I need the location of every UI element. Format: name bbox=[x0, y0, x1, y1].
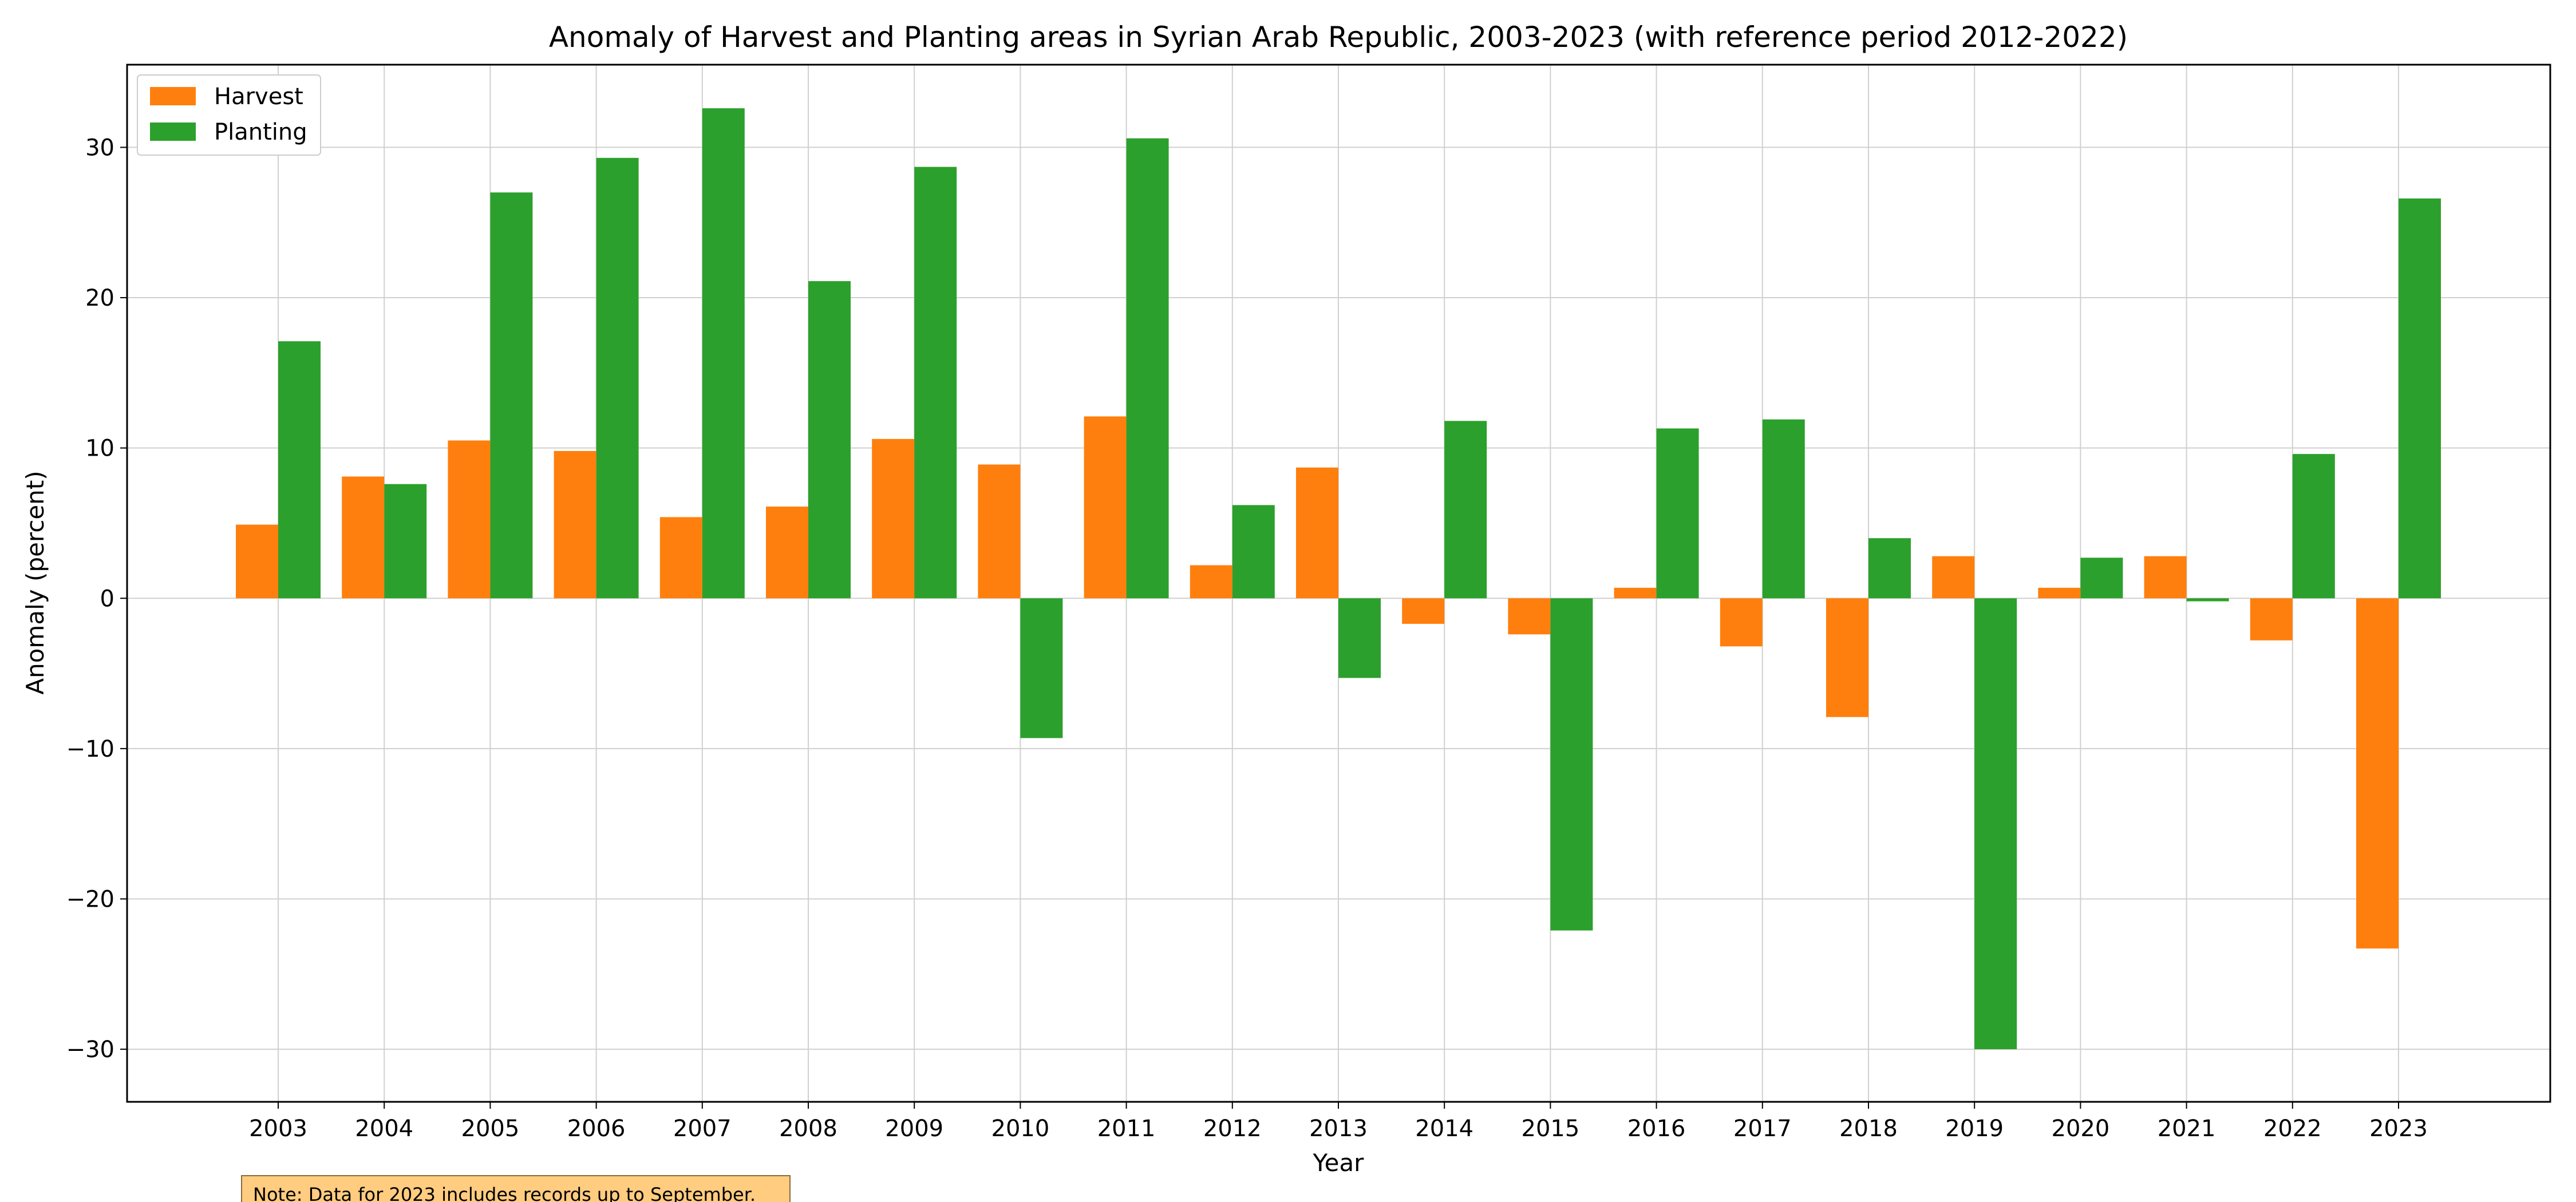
x-tick-label-2009: 2009 bbox=[885, 1116, 943, 1142]
x-tick-label-2006: 2006 bbox=[567, 1116, 626, 1142]
bar-planting-2008 bbox=[808, 281, 851, 599]
bar-planting-2021 bbox=[2186, 598, 2229, 602]
legend-label-planting: Planting bbox=[214, 119, 307, 145]
legend-swatch-planting bbox=[150, 122, 196, 141]
bar-harvest-2005 bbox=[448, 440, 491, 599]
bar-planting-2015 bbox=[1550, 598, 1593, 931]
bar-planting-2004 bbox=[384, 484, 427, 599]
y-tick-label: 10 bbox=[85, 436, 114, 462]
x-axis-label: Year bbox=[1313, 1149, 1365, 1177]
x-tick-label-2021: 2021 bbox=[2158, 1116, 2216, 1142]
x-tick-label-2016: 2016 bbox=[1627, 1116, 1686, 1142]
bar-harvest-2010 bbox=[978, 464, 1021, 599]
legend: Harvest Planting bbox=[137, 74, 321, 156]
bar-harvest-2006 bbox=[554, 450, 596, 599]
legend-label-harvest: Harvest bbox=[214, 84, 303, 110]
bar-harvest-2019 bbox=[1932, 556, 1975, 599]
x-tick-label-2017: 2017 bbox=[1733, 1116, 1792, 1142]
x-tick-label-2007: 2007 bbox=[673, 1116, 732, 1142]
x-tick-label-2011: 2011 bbox=[1097, 1116, 1156, 1142]
x-tick-label-2008: 2008 bbox=[779, 1116, 837, 1142]
bar-harvest-2004 bbox=[342, 476, 385, 599]
bar-planting-2014 bbox=[1444, 421, 1487, 599]
bar-planting-2018 bbox=[1868, 538, 1911, 599]
y-axis-label: Anomaly (percent) bbox=[21, 470, 49, 694]
note-text: Note: Data for 2023 includes records up … bbox=[253, 1184, 756, 1202]
bar-planting-2011 bbox=[1126, 138, 1169, 599]
bar-planting-2007 bbox=[702, 108, 745, 599]
x-tick-label-2004: 2004 bbox=[355, 1116, 413, 1142]
y-tick-label: 30 bbox=[85, 135, 114, 161]
bar-harvest-2008 bbox=[766, 507, 808, 599]
x-tick-label-2020: 2020 bbox=[2052, 1116, 2110, 1142]
bar-planting-2019 bbox=[1974, 598, 2017, 1050]
bar-harvest-2013 bbox=[1296, 467, 1338, 599]
bar-planting-2006 bbox=[596, 157, 639, 599]
note-background bbox=[241, 1175, 791, 1202]
x-tick-label-2003: 2003 bbox=[249, 1116, 307, 1142]
bar-planting-2003 bbox=[278, 341, 321, 599]
bars-layer bbox=[236, 108, 2441, 1050]
bar-planting-2012 bbox=[1232, 505, 1275, 599]
y-tick-label: −20 bbox=[66, 886, 114, 912]
bar-harvest-2015 bbox=[1508, 598, 1551, 635]
x-tick-label-2005: 2005 bbox=[461, 1116, 520, 1142]
bar-harvest-2011 bbox=[1084, 416, 1127, 599]
x-tick-label-2019: 2019 bbox=[1945, 1116, 2004, 1142]
bar-planting-2009 bbox=[914, 167, 957, 599]
ticks-layer: −30 −20 −10 0 10 20 30 2003 2004 2005 2006 2007 2008… bbox=[66, 135, 2428, 1142]
y-tick-label: 20 bbox=[85, 285, 114, 311]
bar-harvest-2014 bbox=[1402, 598, 1445, 624]
bar-planting-2016 bbox=[1656, 428, 1699, 599]
bar-planting-2010 bbox=[1020, 598, 1063, 738]
bar-harvest-2007 bbox=[659, 517, 702, 599]
bar-harvest-2018 bbox=[1826, 598, 1868, 717]
x-tick-label-2013: 2013 bbox=[1309, 1116, 1368, 1142]
note-box: Note: Data for 2023 includes records up … bbox=[241, 1175, 791, 1202]
bar-harvest-2016 bbox=[1614, 587, 1657, 599]
bar-harvest-2022 bbox=[2250, 598, 2293, 640]
bar-planting-2023 bbox=[2399, 198, 2441, 599]
bar-harvest-2020 bbox=[2038, 587, 2081, 599]
bar-harvest-2003 bbox=[236, 524, 278, 599]
bar-harvest-2021 bbox=[2144, 556, 2187, 599]
x-tick-label-2018: 2018 bbox=[1839, 1116, 1898, 1142]
bar-planting-2017 bbox=[1762, 419, 1805, 599]
bar-harvest-2012 bbox=[1190, 565, 1232, 599]
y-tick-label: −10 bbox=[66, 736, 114, 762]
x-tick-label-2014: 2014 bbox=[1415, 1116, 1473, 1142]
y-tick-label: 0 bbox=[100, 586, 114, 612]
legend-swatch-harvest bbox=[150, 87, 196, 105]
x-tick-label-2010: 2010 bbox=[991, 1116, 1050, 1142]
x-tick-label-2012: 2012 bbox=[1203, 1116, 1262, 1142]
bar-harvest-2009 bbox=[872, 438, 915, 599]
bar-planting-2013 bbox=[1338, 598, 1381, 678]
bar-planting-2020 bbox=[2080, 557, 2123, 599]
x-tick-label-2023: 2023 bbox=[2369, 1116, 2428, 1142]
y-tick-label: −30 bbox=[66, 1037, 114, 1063]
bar-harvest-2017 bbox=[1720, 598, 1763, 647]
bar-planting-2022 bbox=[2292, 454, 2335, 599]
x-tick-label-2015: 2015 bbox=[1522, 1116, 1580, 1142]
bar-planting-2005 bbox=[490, 192, 533, 599]
chart-title: Anomaly of Harvest and Planting areas in… bbox=[549, 21, 2128, 54]
x-tick-label-2022: 2022 bbox=[2263, 1116, 2322, 1142]
bar-harvest-2023 bbox=[2356, 598, 2399, 949]
